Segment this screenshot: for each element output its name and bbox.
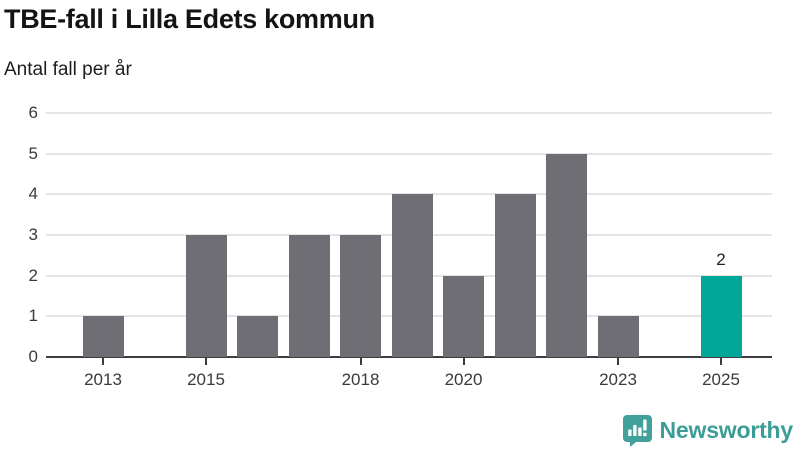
x-axis-tick-mark [359, 358, 362, 365]
y-axis-tick-label: 2 [28, 265, 38, 285]
chart-subtitle: Antal fall per år [4, 59, 132, 80]
x-axis-tick-label: 2025 [702, 370, 740, 389]
bar-2016 [237, 316, 278, 357]
bar-2022 [546, 153, 587, 357]
x-axis-tick-mark [205, 358, 207, 365]
bar-2019 [391, 194, 433, 357]
x-axis-tick-mark [102, 358, 104, 365]
x-axis-tick-label: 2015 [187, 370, 225, 389]
x-axis-tick-mark [617, 358, 619, 365]
brand-name: Newsworthy [659, 417, 794, 443]
bar-2017 [288, 235, 330, 357]
x-axis-tick-mark [462, 358, 465, 365]
y-axis-tick-label: 5 [28, 143, 38, 163]
bar-2025 [700, 275, 742, 357]
bar-2013 [82, 316, 124, 357]
gridline-y5 [46, 152, 772, 155]
bar-2018 [340, 235, 381, 357]
bar-value-label: 2 [716, 249, 726, 269]
brand-footer: Newsworthy [622, 414, 793, 447]
bar-2020 [443, 275, 484, 357]
y-axis-tick-label: 1 [28, 306, 38, 326]
y-axis-tick-label: 3 [28, 225, 38, 244]
y-axis-tick-label: 0 [28, 347, 38, 366]
newsworthy-logo-icon [622, 414, 653, 447]
x-axis-tick-label: 2013 [84, 370, 122, 389]
y-axis-tick-label: 4 [28, 184, 38, 204]
gridline-y6 [46, 112, 772, 114]
bar-2023 [597, 316, 639, 357]
bar-2015 [185, 235, 227, 357]
chart-title: TBE-fall i Lilla Edets kommun [4, 4, 375, 34]
x-axis-line [46, 356, 772, 358]
y-axis-tick-label: 6 [28, 103, 38, 122]
x-axis-tick-label: 2020 [444, 370, 483, 389]
x-axis-tick-label: 2018 [341, 370, 380, 389]
x-axis-tick-label: 2023 [599, 370, 637, 389]
x-axis-tick-mark [720, 358, 722, 365]
bar-2021 [494, 194, 536, 357]
